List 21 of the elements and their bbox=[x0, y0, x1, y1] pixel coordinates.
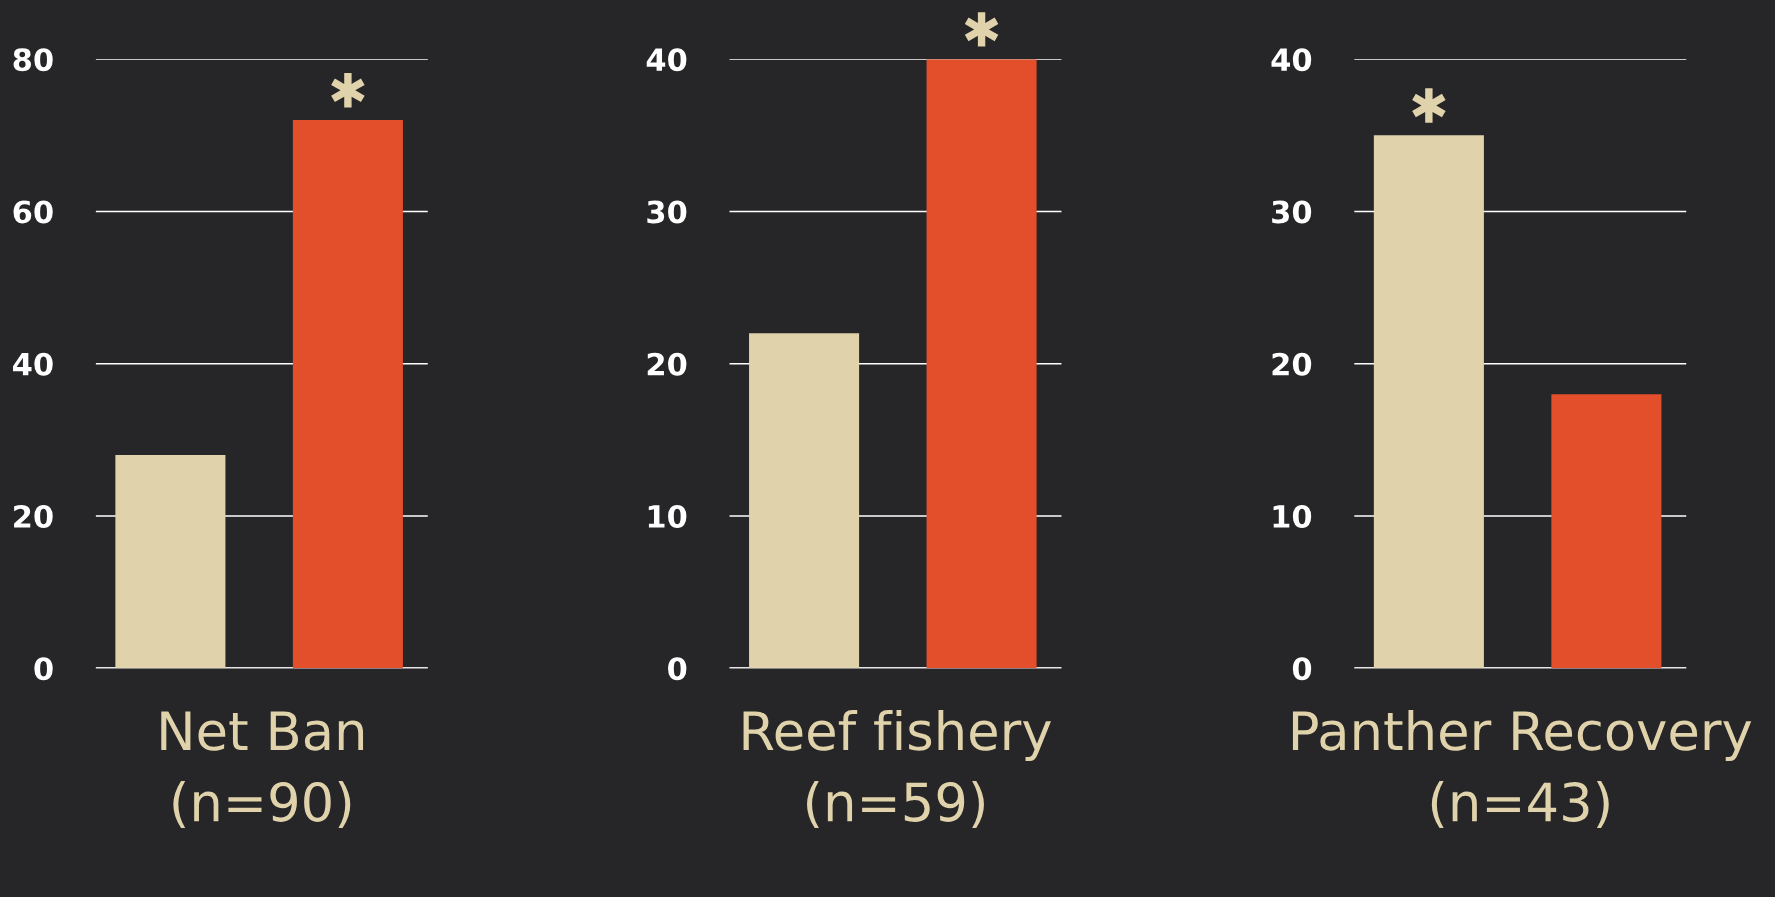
y-tick-label: 20 bbox=[1272, 352, 1312, 376]
y-tick-label: 30 bbox=[647, 200, 687, 224]
x-axis-title: Reef fishery (n=59) bbox=[743, 709, 1052, 829]
y-tick-label: 10 bbox=[1273, 504, 1312, 529]
annotation: ✱ bbox=[964, 12, 999, 47]
y-tick-label: 80 bbox=[13, 48, 53, 72]
annotation: ✱ bbox=[331, 73, 365, 108]
y-tick-label: 40 bbox=[1271, 48, 1312, 72]
y-tick-label: 0 bbox=[34, 657, 53, 681]
y-tick-label: 10 bbox=[648, 504, 687, 529]
y-tick-label: 20 bbox=[14, 504, 53, 529]
y-tick-label: 0 bbox=[1292, 657, 1312, 681]
y-tick-label: 40 bbox=[13, 352, 53, 376]
y-tick-label: 30 bbox=[1272, 200, 1312, 224]
x-axis-title: Net Ban (n=90) bbox=[161, 711, 364, 829]
y-tick-label: 0 bbox=[668, 657, 687, 681]
x-axis-title: Panther Recovery (n=43) bbox=[1292, 709, 1752, 829]
y-tick-label: 40 bbox=[646, 48, 687, 72]
annotation: ✱ bbox=[1412, 88, 1446, 123]
y-tick-label: 60 bbox=[13, 200, 53, 224]
y-tick-label: 20 bbox=[647, 352, 687, 376]
